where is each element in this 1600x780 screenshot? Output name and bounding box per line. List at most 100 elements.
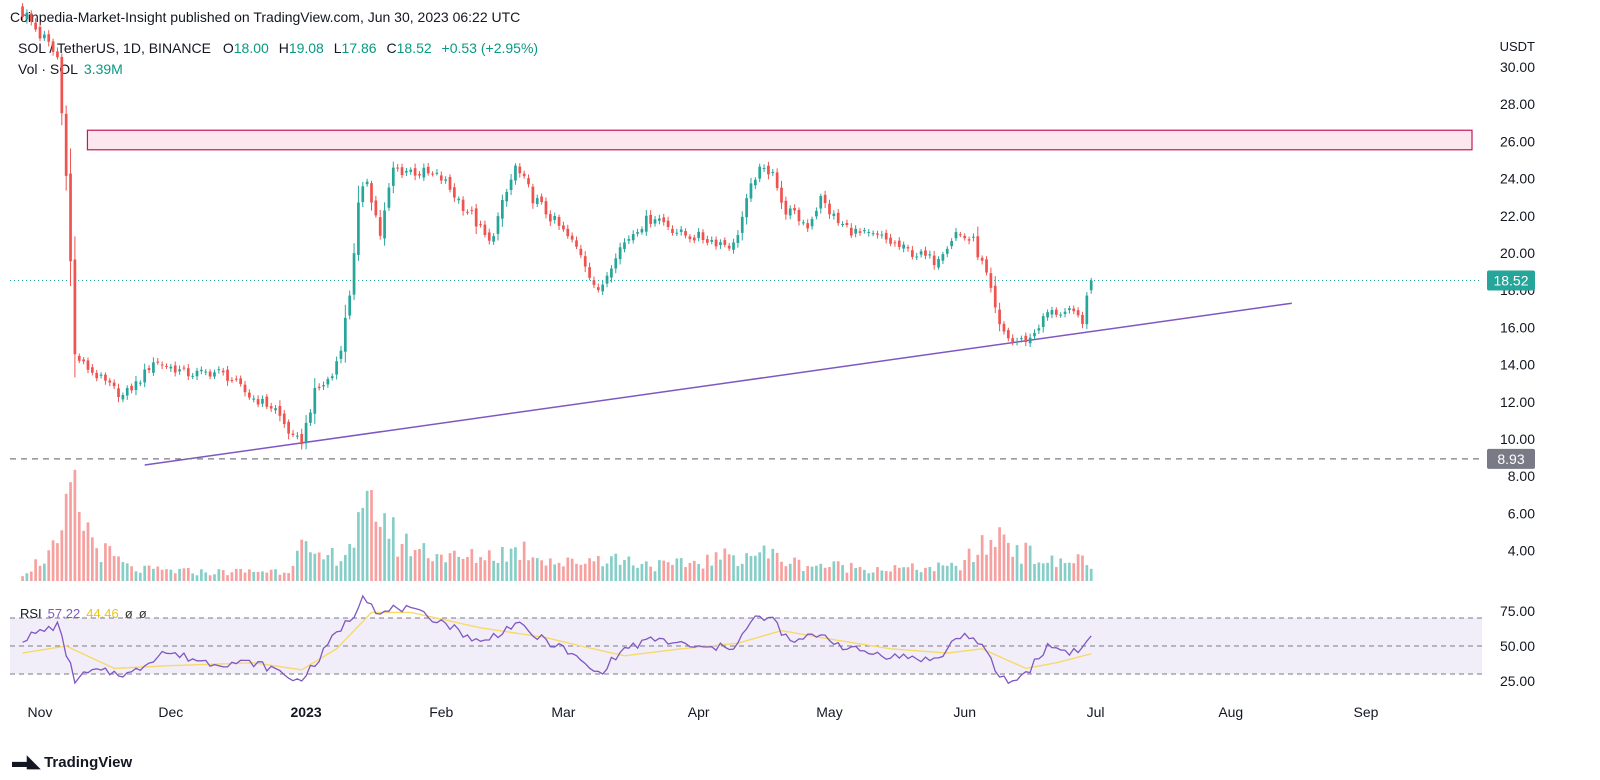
volume-bar (836, 561, 840, 581)
candle-body (99, 374, 103, 376)
volume-bar (889, 571, 892, 581)
price-chart[interactable]: USDT 30.00 28.00 26.00 24.00 22.00 20.00 18.00 1… (0, 0, 1600, 740)
volume-bar (509, 548, 513, 581)
candle-body (409, 169, 413, 172)
volume-bar (173, 573, 177, 581)
candle-body (1081, 314, 1084, 324)
volume-bar (858, 567, 862, 581)
volume-bar (501, 546, 504, 581)
volume-bar (514, 547, 517, 581)
candle-body (38, 26, 42, 39)
volume-bar (1072, 563, 1076, 581)
volume-bar (1006, 542, 1010, 581)
volume-bar (505, 561, 509, 581)
candle-body (867, 231, 871, 233)
volume-bar (740, 563, 744, 581)
symbol-title[interactable]: SOL / TetherUS, 1D, BINANCE (18, 40, 211, 56)
candle-body (1072, 308, 1076, 312)
candle-body (614, 258, 618, 269)
volume-bar (335, 565, 338, 581)
footer-brand[interactable]: TradingView (44, 753, 133, 771)
volume-bar (714, 552, 718, 581)
price-tick-label: 28.00 (1500, 96, 1535, 112)
volume-bar (1037, 562, 1041, 581)
candle-body (160, 364, 164, 366)
volume-bar (51, 540, 55, 581)
candle-body (915, 256, 919, 258)
volume-bar (727, 554, 731, 581)
volume-bar (125, 563, 129, 581)
volume-bar (374, 521, 378, 581)
candle-body (200, 369, 203, 372)
candle-body (976, 236, 980, 258)
candle-body (147, 367, 151, 371)
volume-bar (797, 559, 801, 581)
candle-body (780, 187, 783, 203)
candle-body (788, 208, 792, 216)
volume-bar (570, 558, 574, 581)
volume-bar (252, 571, 256, 581)
resistance-zone (86, 129, 1473, 151)
volume-bar (644, 561, 648, 581)
volume-bar (828, 566, 831, 581)
candle-body (1006, 330, 1010, 339)
volume-bar (182, 568, 186, 581)
volume-bar (618, 564, 622, 581)
candle-body (335, 361, 338, 375)
candle-body (256, 399, 260, 405)
volume-bar (1076, 554, 1080, 581)
volume-bar (143, 565, 147, 581)
volume-bar (871, 572, 875, 581)
volume-bar (431, 561, 434, 581)
candle-body (221, 370, 225, 373)
volume-bar (474, 562, 478, 581)
candle-body (361, 186, 365, 202)
price-tick-label: 26.00 (1500, 133, 1535, 149)
volume-bar (295, 550, 299, 581)
candle-body (130, 385, 133, 391)
candle-body (287, 421, 290, 434)
candle-body (719, 242, 722, 246)
volume-bar (86, 522, 90, 581)
volume-bar (540, 560, 543, 581)
candle-body (470, 210, 474, 212)
candle-body (265, 396, 269, 407)
volume-bar (880, 570, 884, 581)
time-tick-label: Jun (953, 704, 976, 720)
candle-body (801, 222, 805, 224)
candle-body (313, 387, 317, 414)
candle-body (1085, 295, 1089, 325)
low-value: 17.86 (341, 40, 377, 56)
rsi-label[interactable]: RSI (20, 606, 42, 621)
volume-bar (1046, 562, 1049, 581)
volume-bar (876, 567, 879, 581)
volume-bar (396, 556, 400, 581)
volume-bar (208, 575, 212, 581)
candle-body (186, 368, 190, 377)
tradingview-logo-icon[interactable]: ▬◣ (12, 752, 40, 771)
candle-body (871, 233, 875, 235)
candle-body (69, 173, 72, 262)
volume-bar (47, 550, 51, 581)
candle-body (784, 200, 788, 215)
volume-bar (1041, 563, 1045, 581)
candle-body (422, 167, 426, 178)
candle-body (876, 233, 879, 235)
candle-body (553, 215, 557, 220)
volume-bar (950, 562, 953, 581)
volume-bar (348, 544, 352, 581)
time-tick-label: Sep (1354, 704, 1379, 720)
candle-body (527, 178, 530, 185)
volume-bar (317, 552, 321, 581)
volume-bar (117, 556, 120, 581)
candle-body (911, 250, 914, 257)
volume-bar (313, 553, 317, 581)
candle-body (309, 412, 312, 423)
volume-bar (649, 566, 653, 581)
candle-body (932, 255, 936, 266)
candle-body (300, 434, 304, 445)
volume-bar (801, 571, 805, 581)
candle-body (165, 365, 168, 367)
volume-bar (352, 547, 356, 581)
rsi-legend: RSI 57.22 44.46 ø ø (20, 606, 147, 621)
